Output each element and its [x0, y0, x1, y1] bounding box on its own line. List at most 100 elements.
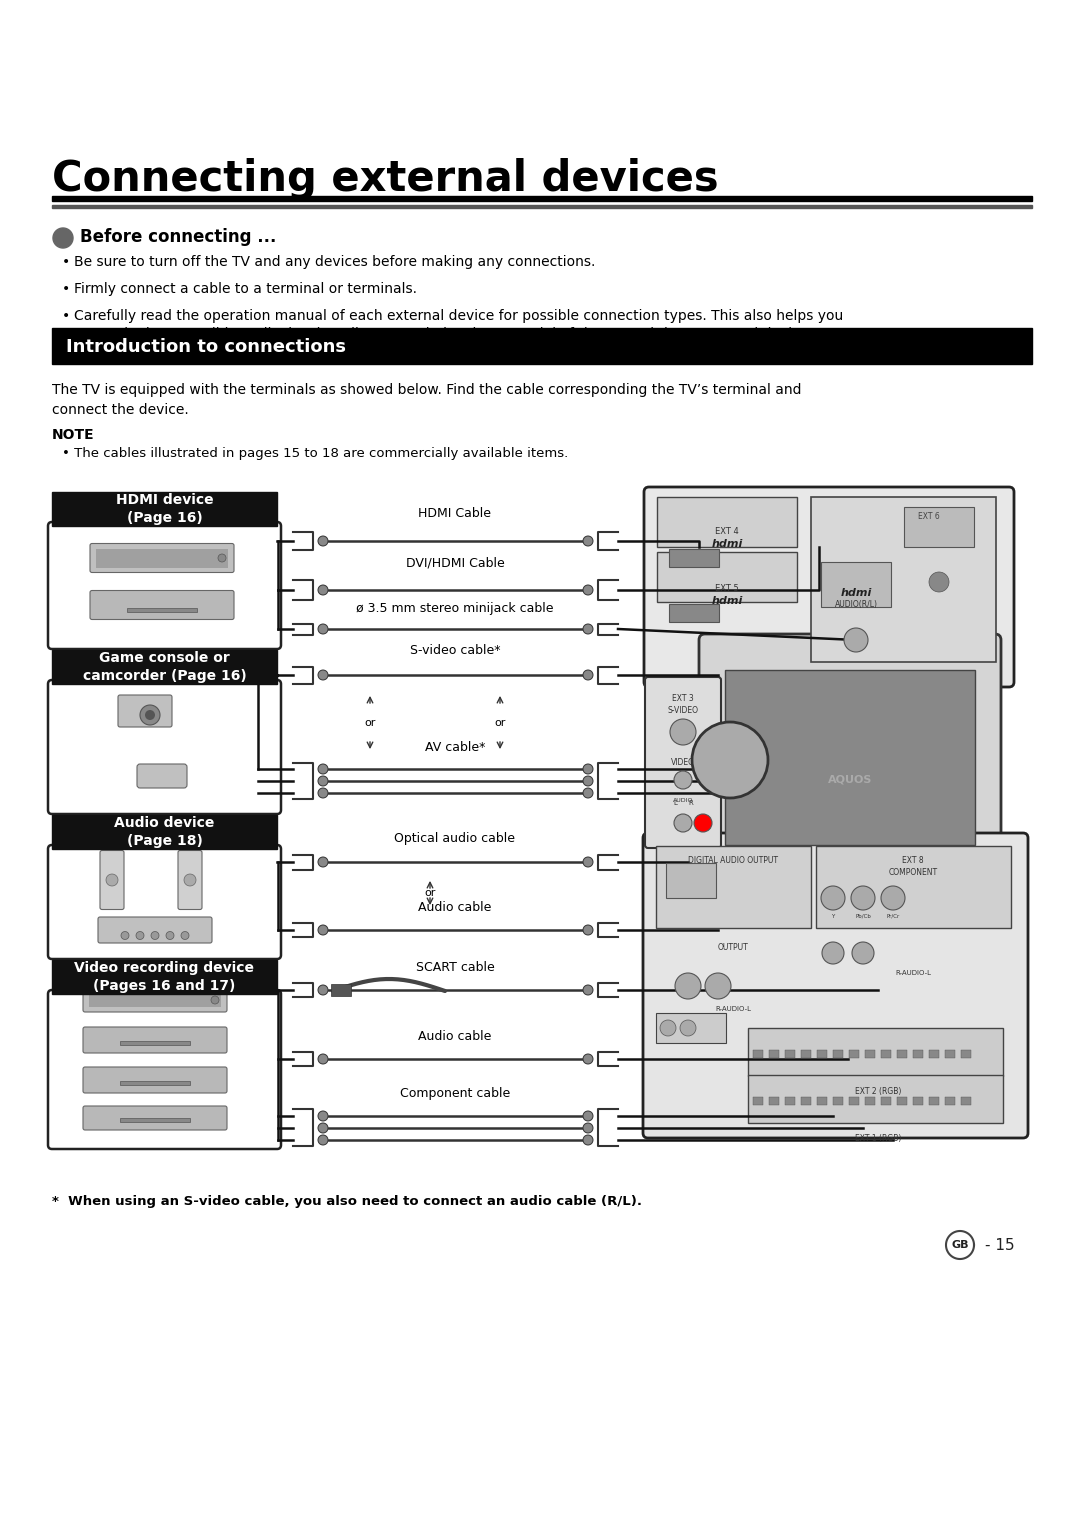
Bar — [89, 993, 221, 1007]
Bar — [52, 492, 276, 526]
Circle shape — [881, 886, 905, 911]
Bar — [945, 1097, 955, 1105]
Bar — [833, 1050, 843, 1057]
Text: S-VIDEO: S-VIDEO — [667, 706, 699, 715]
Circle shape — [583, 585, 593, 594]
FancyBboxPatch shape — [178, 851, 202, 909]
Bar — [801, 1050, 811, 1057]
Bar — [669, 549, 719, 567]
Bar — [748, 1076, 1003, 1123]
Circle shape — [705, 973, 731, 999]
Bar — [120, 1118, 190, 1122]
Circle shape — [106, 874, 118, 886]
FancyBboxPatch shape — [643, 833, 1028, 1138]
FancyBboxPatch shape — [118, 695, 172, 727]
Text: NOTE: NOTE — [52, 428, 95, 442]
Text: hdmi: hdmi — [712, 539, 743, 549]
Circle shape — [318, 623, 328, 634]
Text: HDMI Cable: HDMI Cable — [419, 507, 491, 520]
Text: Y: Y — [832, 914, 835, 918]
Text: ø 3.5 mm stereo minijack cable: ø 3.5 mm stereo minijack cable — [356, 602, 554, 614]
Circle shape — [583, 536, 593, 545]
Circle shape — [851, 886, 875, 911]
Circle shape — [121, 932, 129, 940]
Circle shape — [218, 555, 226, 562]
Circle shape — [583, 623, 593, 634]
Bar — [666, 863, 716, 898]
Text: R: R — [689, 801, 693, 805]
Text: Audio cable: Audio cable — [418, 902, 491, 914]
Text: •: • — [62, 283, 70, 296]
Bar — [52, 814, 276, 850]
Bar — [656, 847, 811, 927]
Text: Pr/Cr: Pr/Cr — [887, 914, 900, 918]
Circle shape — [184, 874, 195, 886]
Circle shape — [680, 1021, 696, 1036]
Circle shape — [822, 941, 843, 964]
Text: •: • — [62, 309, 70, 322]
Circle shape — [670, 720, 696, 746]
Bar — [816, 1097, 827, 1105]
Bar — [913, 1097, 923, 1105]
Circle shape — [583, 764, 593, 775]
Bar — [753, 1050, 762, 1057]
Text: R-AUDIO-L: R-AUDIO-L — [715, 1005, 751, 1012]
Circle shape — [583, 1123, 593, 1132]
Bar — [865, 1050, 875, 1057]
Text: OUTPUT: OUTPUT — [717, 943, 748, 952]
Bar — [120, 1041, 190, 1045]
Bar — [849, 1050, 859, 1057]
Bar — [52, 329, 1032, 364]
FancyBboxPatch shape — [48, 990, 281, 1149]
Bar — [929, 1097, 939, 1105]
Text: GB: GB — [951, 1241, 969, 1250]
Circle shape — [674, 772, 692, 788]
Bar — [801, 1097, 811, 1105]
Text: COMPONENT: COMPONENT — [889, 868, 937, 877]
FancyBboxPatch shape — [83, 1027, 227, 1053]
Bar — [849, 1097, 859, 1105]
Circle shape — [318, 986, 328, 995]
Circle shape — [694, 814, 712, 833]
Bar — [785, 1097, 795, 1105]
Bar — [127, 608, 197, 611]
Text: EXT 5: EXT 5 — [715, 584, 739, 593]
FancyBboxPatch shape — [83, 1067, 227, 1093]
Text: HDMI device
(Page 16): HDMI device (Page 16) — [116, 494, 214, 524]
Circle shape — [318, 669, 328, 680]
Text: AUDIO(R/L): AUDIO(R/L) — [835, 601, 877, 610]
Bar — [330, 984, 351, 996]
Bar — [865, 1097, 875, 1105]
Circle shape — [929, 571, 949, 591]
Circle shape — [166, 932, 174, 940]
Text: Optical audio cable: Optical audio cable — [394, 833, 515, 845]
Bar — [961, 1050, 971, 1057]
Text: SCART cable: SCART cable — [416, 961, 495, 973]
Text: EXT 1 (RGB): EXT 1 (RGB) — [854, 1134, 901, 1143]
Text: hdmi: hdmi — [840, 588, 872, 597]
Text: R-AUDIO-L: R-AUDIO-L — [895, 970, 931, 976]
Circle shape — [318, 1135, 328, 1144]
Bar — [785, 1050, 795, 1057]
Text: or: or — [495, 718, 505, 727]
Circle shape — [318, 536, 328, 545]
Circle shape — [583, 1111, 593, 1122]
Bar — [881, 1050, 891, 1057]
Text: S-video cable*: S-video cable* — [409, 643, 500, 657]
Circle shape — [318, 764, 328, 775]
Circle shape — [843, 628, 868, 652]
Text: or: or — [364, 718, 376, 727]
Circle shape — [211, 996, 219, 1004]
Bar — [961, 1097, 971, 1105]
Text: • The cables illustrated in pages 15 to 18 are commercially available items.: • The cables illustrated in pages 15 to … — [62, 448, 568, 460]
FancyBboxPatch shape — [137, 764, 187, 788]
Text: - 15: - 15 — [985, 1238, 1014, 1253]
Circle shape — [583, 924, 593, 935]
Bar — [657, 497, 797, 547]
Text: hdmi: hdmi — [712, 596, 743, 607]
Bar — [769, 1050, 779, 1057]
Text: L: L — [673, 801, 677, 805]
Circle shape — [674, 814, 692, 833]
Text: The TV is equipped with the terminals as showed below. Find the cable correspond: The TV is equipped with the terminals as… — [52, 384, 801, 417]
Text: EXT 4: EXT 4 — [715, 527, 739, 536]
